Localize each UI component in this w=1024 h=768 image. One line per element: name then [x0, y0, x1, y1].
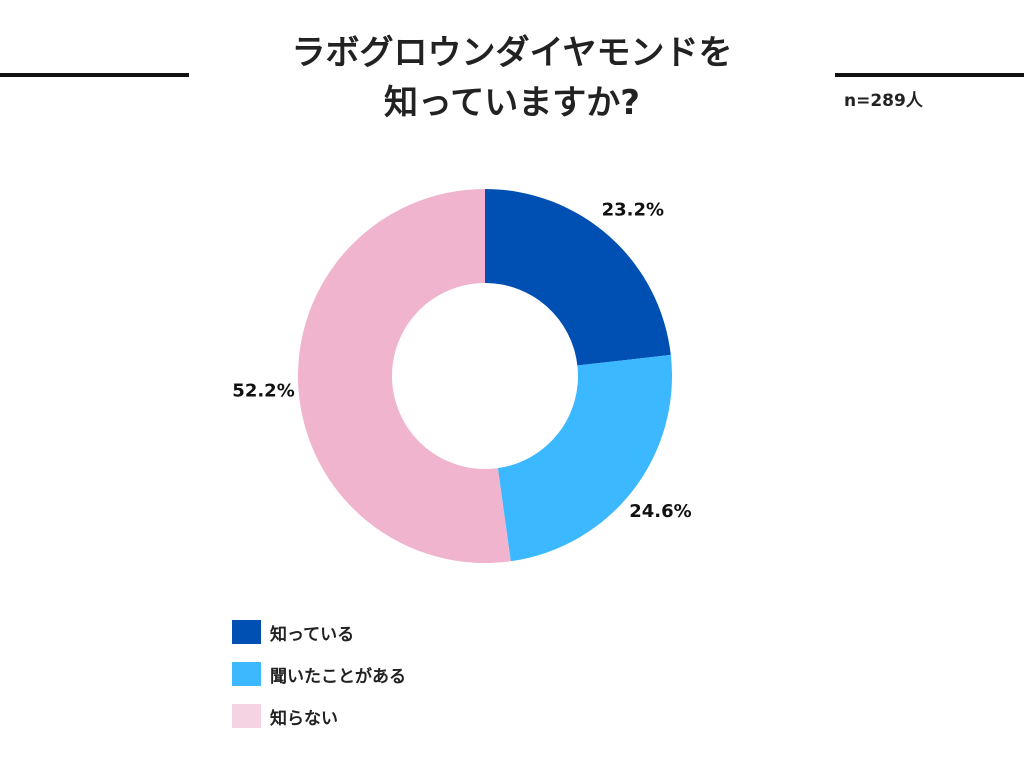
donut-slice-3	[298, 189, 511, 563]
chart-title-line-2: 知っていますか?	[383, 83, 641, 123]
legend-item-1: 知っている	[232, 618, 406, 646]
donut-slice-2	[497, 354, 672, 562]
chart-title-line-1: ラボグロウンダイヤモンドを	[291, 33, 733, 73]
data-label-3: 52.2%	[232, 380, 294, 401]
legend-item-2: 聞いたことがある	[232, 660, 406, 688]
donut-slice-1	[485, 189, 671, 366]
legend-label: 知らない	[270, 708, 338, 729]
data-label-1: 23.2%	[602, 199, 664, 220]
legend-swatch	[232, 620, 261, 644]
data-label-2: 24.6%	[629, 501, 691, 522]
legend-swatch	[232, 704, 261, 728]
title-rule-left	[0, 73, 189, 77]
chart-title: ラボグロウンダイヤモンドを 知っていますか?	[212, 28, 812, 128]
title-rule-right	[835, 73, 1024, 77]
legend-swatch	[232, 662, 261, 686]
legend-item-3: 知らない	[232, 702, 406, 730]
legend-label: 聞いたことがある	[270, 666, 406, 687]
sample-size-label: n=289人	[844, 91, 923, 111]
legend-label: 知っている	[270, 624, 355, 645]
chart-legend: 知っている聞いたことがある 知らない	[232, 618, 406, 744]
